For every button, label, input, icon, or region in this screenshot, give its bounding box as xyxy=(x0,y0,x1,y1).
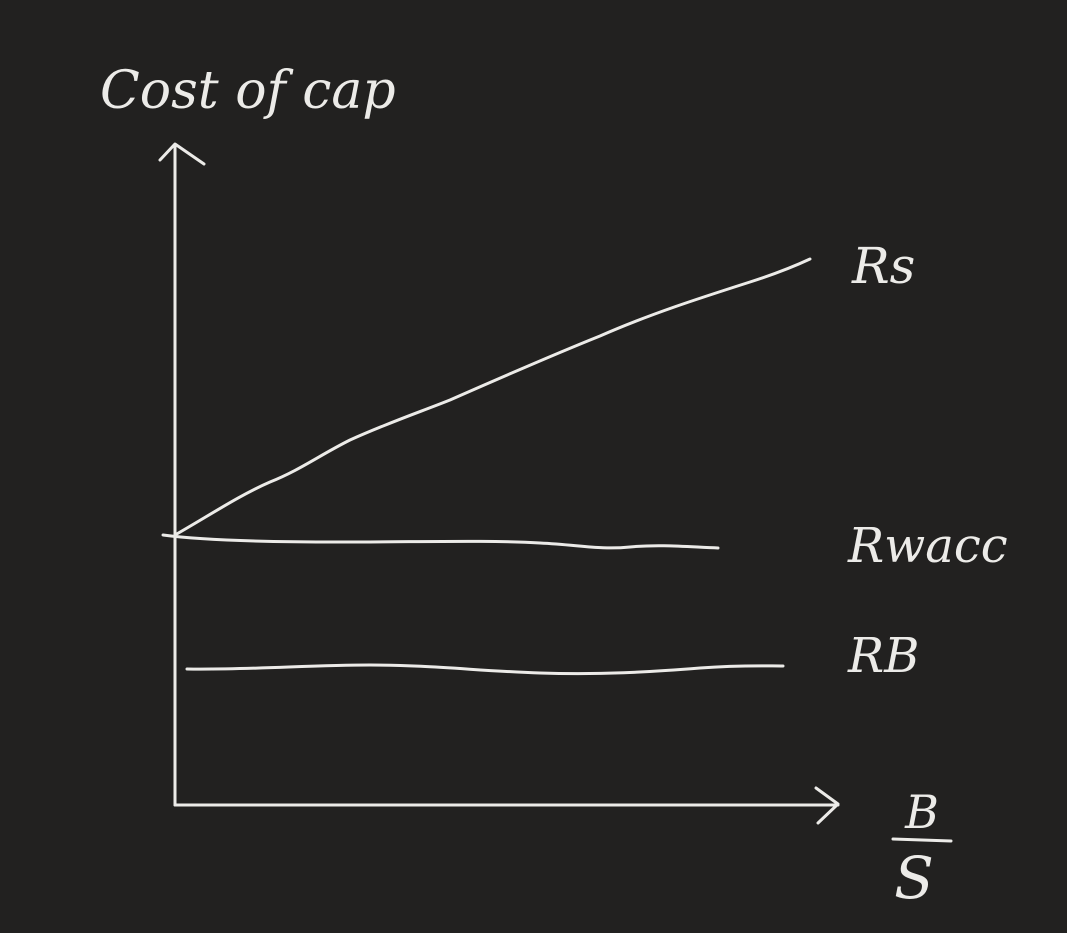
x-axis-label-numerator: B xyxy=(904,785,939,839)
curve-rs xyxy=(173,257,812,537)
curve-label-rb: RB xyxy=(847,628,919,684)
x-axis-label: B S xyxy=(891,785,953,912)
x-axis-arrowhead xyxy=(814,786,840,825)
curve-rwacc xyxy=(161,533,720,550)
y-axis-arrowhead xyxy=(158,142,206,166)
x-axis-label-denominator: S xyxy=(894,844,934,912)
x-axis xyxy=(173,786,840,825)
y-axis-label: Cost of cap xyxy=(100,61,396,121)
y-axis xyxy=(158,142,206,807)
curve-rb xyxy=(185,663,785,676)
curve-label-rwacc: Rwacc xyxy=(847,518,1008,574)
curve-label-rs: Rs xyxy=(851,237,915,295)
x-axis-fraction-bar xyxy=(891,837,953,843)
